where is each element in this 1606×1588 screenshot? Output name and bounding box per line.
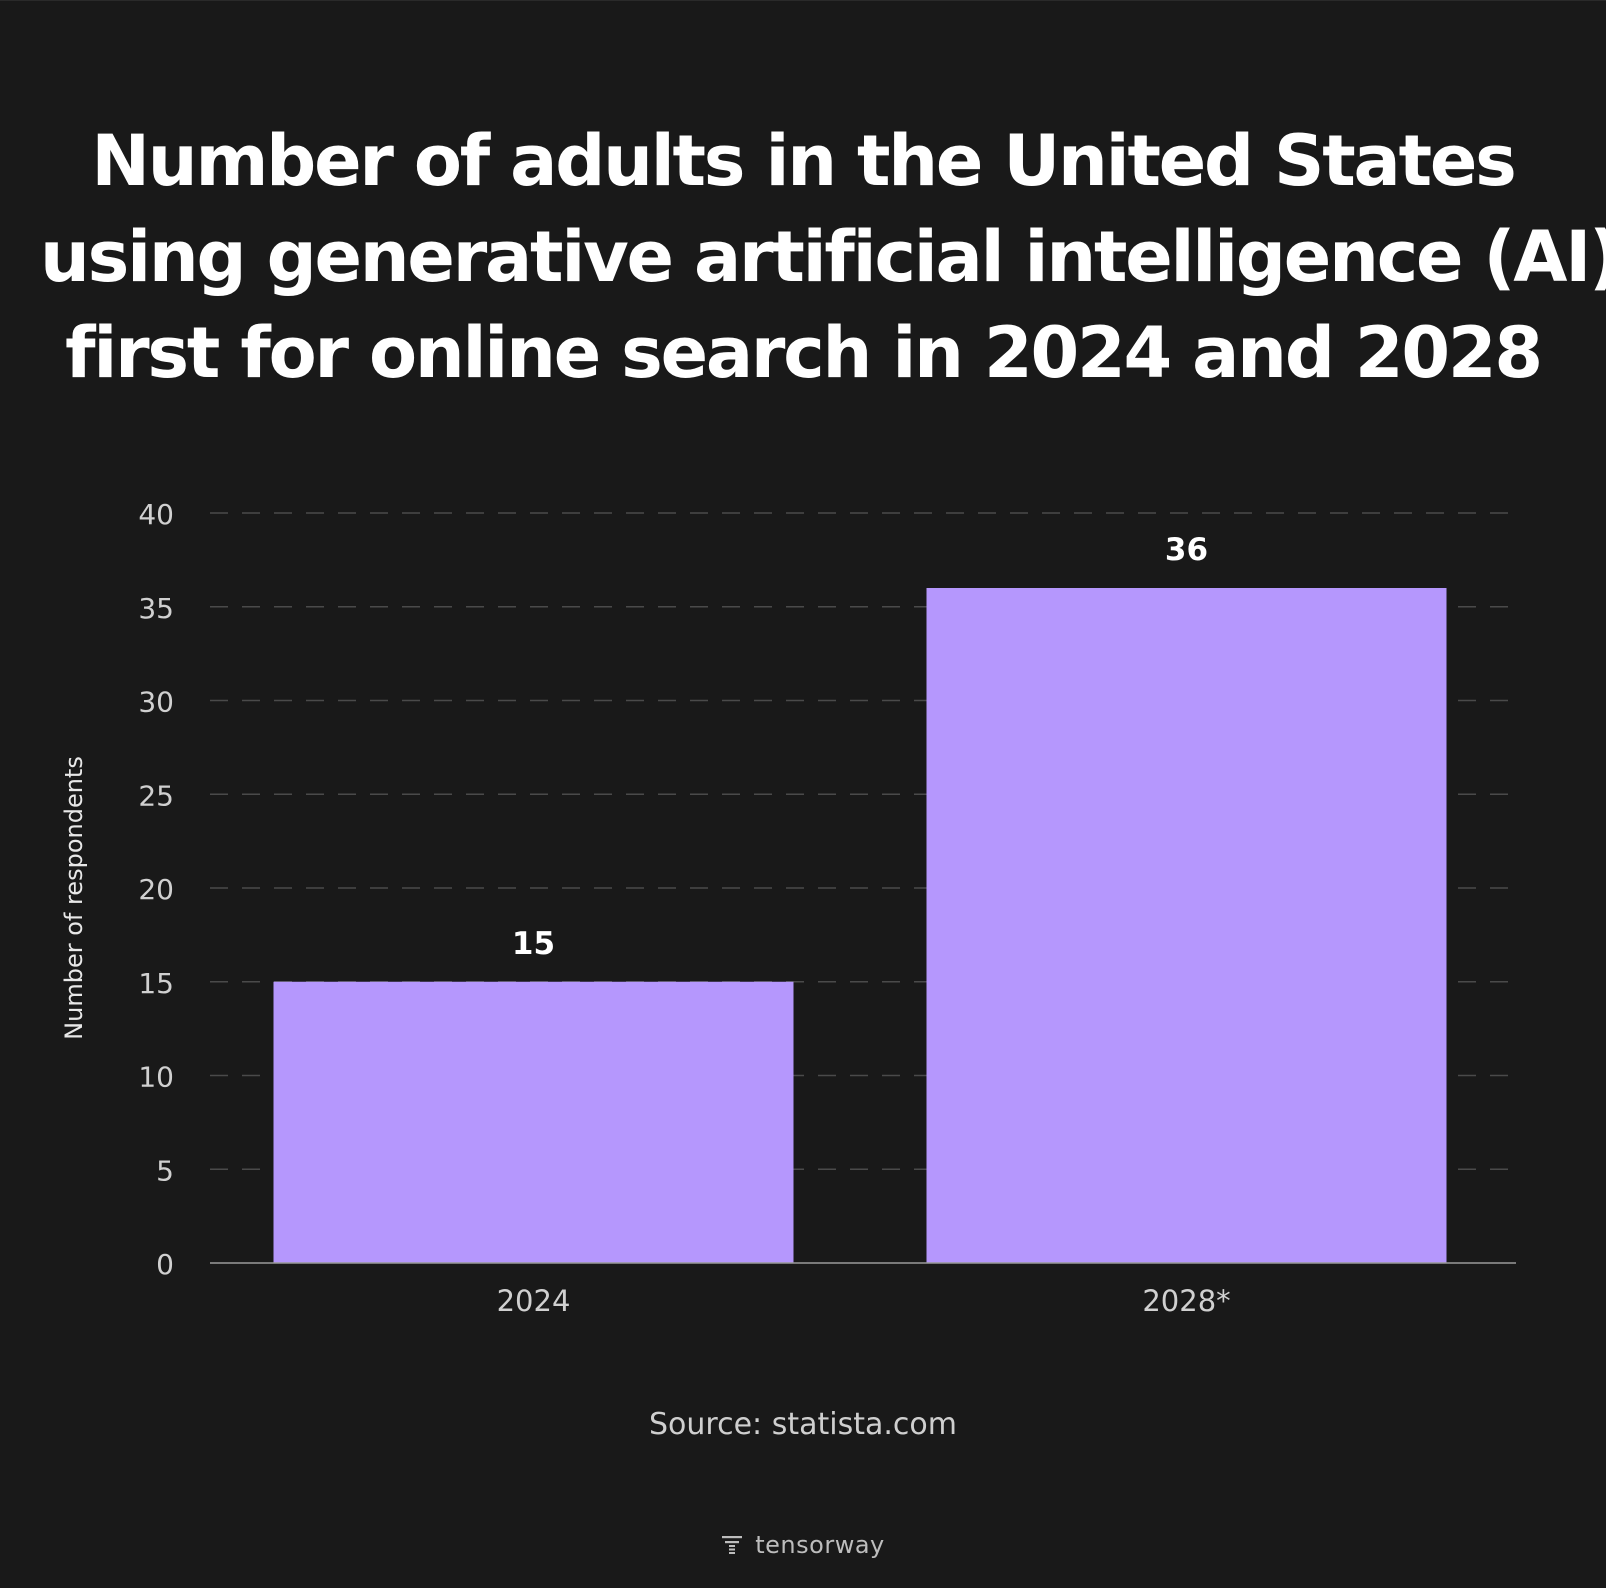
y-axis-ticks: 0 5 10 15 20 25 30 35 40	[138, 498, 174, 1281]
y-tick-label-15: 15	[138, 967, 174, 1000]
y-tick-label-40: 40	[138, 498, 174, 531]
chart-title-line-1: Number of adults in the United States	[91, 120, 1516, 202]
y-tick-label-35: 35	[138, 592, 174, 625]
brand-name: tensorway	[755, 1531, 885, 1559]
data-label-2028: 36	[1165, 532, 1208, 568]
bar-2028	[926, 588, 1447, 1263]
chart-title-line-3: first for online search in 2024 and 2028	[65, 312, 1543, 394]
y-tick-label-10: 10	[138, 1061, 174, 1094]
chart-title-line-2: using generative artificial intelligence…	[40, 216, 1606, 298]
tensorway-logo-icon	[722, 1536, 743, 1554]
y-tick-label-5: 5	[156, 1154, 174, 1187]
bars	[273, 588, 1447, 1263]
data-label-2024: 15	[512, 926, 555, 962]
chart-title: Number of adults in the United States us…	[40, 113, 1606, 401]
y-tick-label-20: 20	[138, 873, 174, 906]
y-tick-label-30: 30	[138, 686, 174, 719]
source-note: Source: statista.com	[649, 1407, 957, 1442]
y-tick-label-0: 0	[156, 1248, 174, 1281]
x-tick-label-2028: 2028*	[1142, 1284, 1230, 1318]
brand-footer: tensorway	[0, 1531, 1606, 1559]
y-axis-title: Number of respondents	[60, 756, 88, 1040]
y-tick-label-25: 25	[138, 779, 174, 812]
x-tick-label-2024: 2024	[497, 1284, 571, 1318]
x-axis-ticks: 2024 2028*	[497, 1284, 1231, 1318]
bar-2024	[273, 981, 794, 1263]
